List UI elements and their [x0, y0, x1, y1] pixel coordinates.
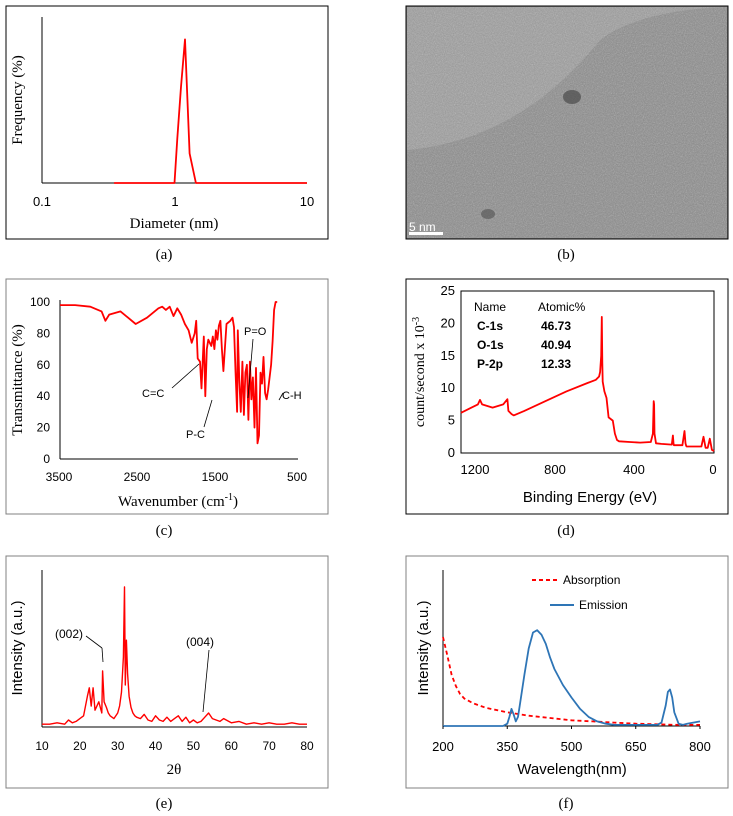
d-xtick-label: 800 [544, 462, 566, 477]
f-xtick-label: 800 [689, 739, 711, 754]
d-ytick-label: 10 [441, 380, 455, 395]
panel-f-frame [405, 555, 729, 789]
c-xtick-label: 2500 [124, 470, 151, 484]
e-anno-002: (002) [55, 627, 83, 641]
panel-a-plot [114, 38, 307, 184]
e-xtick-label: 10 [35, 739, 49, 753]
series-f-2 [443, 629, 701, 727]
c-ytick-label: 40 [37, 389, 51, 403]
e-ylabel: Intensity (a.u.) [9, 600, 26, 695]
xps-table: Name Atomic% C-1s 46.73 O-1s 40.94 P-2p … [474, 300, 586, 371]
d-ytick-label: 15 [441, 348, 455, 363]
f-legend-absorption-label: Absorption [563, 573, 620, 587]
a-xtick-label: 10 [300, 194, 314, 209]
series-f-1 [442, 636, 700, 726]
f-xtick-label: 650 [625, 739, 647, 754]
panel-d-frame [405, 278, 729, 515]
c-ytick-label: 60 [37, 358, 51, 372]
xps-row-3-value: 12.33 [541, 357, 571, 371]
panel-d-plot [460, 316, 715, 452]
xps-table-header-atomic: Atomic% [538, 300, 586, 314]
c-anno-po: P=O [244, 326, 267, 338]
c-ytick-label: 80 [37, 326, 51, 340]
c-ytick-label: 0 [43, 452, 50, 466]
d-ytick-label: 20 [441, 315, 455, 330]
panel-a-frame [5, 5, 329, 240]
panel-e-frame [5, 555, 329, 789]
c-xtick-label: 500 [287, 470, 307, 484]
e-xtick-label: 70 [262, 739, 276, 753]
d-ytick-label: 0 [448, 445, 455, 460]
a-ylabel: Frequency (%) [10, 55, 26, 145]
a-xtick-label: 1 [171, 194, 178, 209]
xps-row-2-value: 40.94 [541, 338, 571, 352]
f-xlabel: Wavelength(nm) [517, 761, 626, 778]
d-xlabel: Binding Energy (eV) [523, 489, 657, 506]
xps-row-3-name: P-2p [477, 357, 503, 371]
e-anno-002-line2 [101, 647, 104, 663]
c-anno-po-line [247, 338, 254, 399]
e-anno-004: (004) [186, 635, 214, 649]
c-ylabel: Transmittance (%) [10, 324, 26, 436]
f-ylabel: Intensity (a.u.) [415, 600, 432, 695]
e-xlabel: 2θ [167, 762, 182, 778]
panel-label-b: (b) [557, 247, 575, 263]
series-a-1 [114, 38, 307, 184]
e-xtick-label: 40 [149, 739, 163, 753]
panel-e-plot [42, 586, 307, 725]
c-xtick-label: 1500 [202, 470, 229, 484]
c-ytick-label: 20 [37, 421, 51, 435]
panel-f-plot [442, 629, 701, 727]
panel-c-frame [5, 278, 329, 515]
c-anno-ch: C-H [282, 390, 302, 402]
d-ytick-label: 25 [441, 283, 455, 298]
f-xtick-label: 500 [561, 739, 583, 754]
xps-row-2-name: O-1s [477, 338, 504, 352]
d-ytick-label: 5 [448, 413, 455, 428]
e-xtick-label: 60 [225, 739, 239, 753]
d-xtick-label: 400 [623, 462, 645, 477]
series-e-1 [42, 586, 307, 725]
d-xtick-label: 1200 [461, 462, 490, 477]
scale-bar [409, 232, 443, 235]
panel-label-d: (d) [557, 523, 575, 539]
c-xtick-label: 3500 [46, 470, 73, 484]
e-anno-002-line [85, 635, 103, 649]
series-d-1 [460, 316, 715, 452]
tem-image: 5 nm [407, 7, 727, 238]
xps-row-1-name: C-1s [477, 319, 503, 333]
d-ylabel: count/second x 10-3 [411, 317, 428, 427]
c-anno-ch-line [278, 392, 284, 401]
c-anno-cc-line [171, 363, 200, 389]
d-xtick-label: 0 [709, 462, 716, 477]
a-xlabel: Diameter (nm) [130, 216, 219, 232]
f-xtick-label: 200 [432, 739, 454, 754]
c-anno-pc: P-C [186, 429, 205, 441]
c-ytick-label: 100 [30, 295, 50, 309]
panel-label-c: (c) [156, 523, 173, 539]
e-xtick-label: 30 [111, 739, 125, 753]
panel-d-plot-frame [460, 290, 715, 454]
c-anno-pc-line [203, 399, 213, 428]
c-anno-cc: C=C [142, 388, 164, 400]
a-xtick-label: 0.1 [33, 194, 51, 209]
f-legend: Absorption Emission [532, 573, 628, 612]
e-anno-004-line [202, 649, 210, 713]
e-xtick-label: 50 [187, 739, 201, 753]
panel-label-a: (a) [156, 247, 173, 263]
e-xtick-label: 20 [73, 739, 87, 753]
e-xtick-label: 80 [300, 739, 314, 753]
f-legend-emission-label: Emission [579, 598, 628, 612]
panel-label-e: (e) [156, 796, 173, 812]
series-c-1 [60, 301, 278, 445]
scale-bar-label: 5 nm [409, 220, 436, 234]
f-xtick-label: 350 [496, 739, 518, 754]
panel-c-plot [60, 301, 278, 445]
c-xlabel: Wavenumber (cm-1) [118, 492, 238, 510]
xps-row-1-value: 46.73 [541, 319, 571, 333]
xps-table-header-name: Name [474, 300, 506, 314]
panel-label-f: (f) [559, 796, 574, 812]
